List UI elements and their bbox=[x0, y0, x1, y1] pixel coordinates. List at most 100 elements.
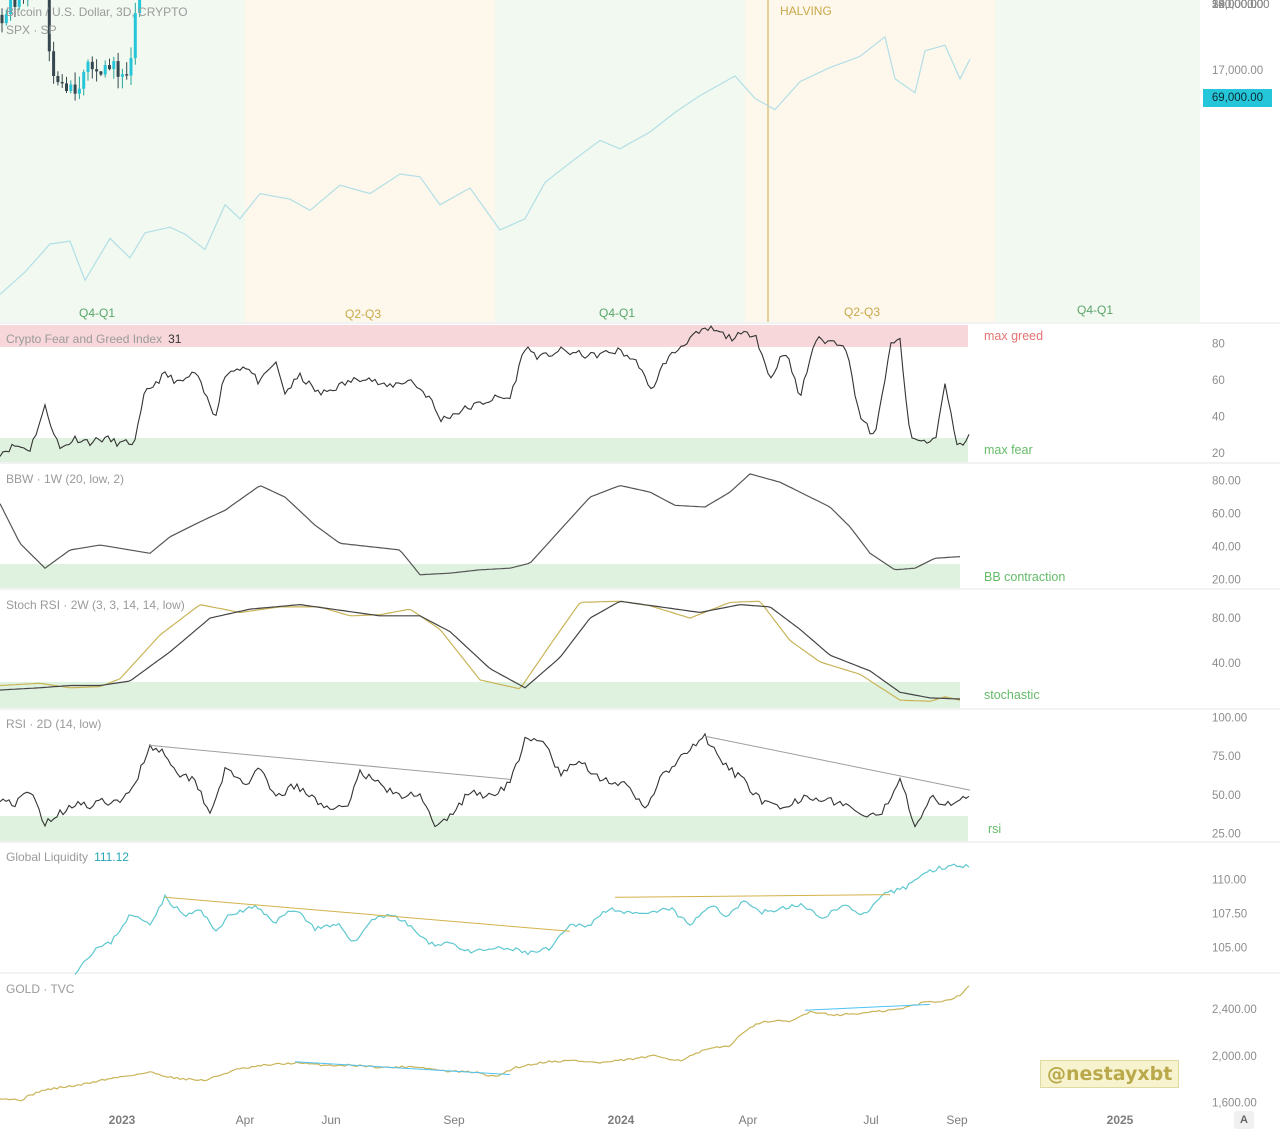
time-axis-label: Jul bbox=[863, 1113, 878, 1127]
time-axis-label: Apr bbox=[739, 1113, 758, 1127]
axis-tick-label: 25.00 bbox=[1212, 828, 1241, 840]
axis-tick-label: 60.00 bbox=[1212, 509, 1241, 521]
shade-q4q1-c bbox=[995, 0, 1200, 322]
candle-body bbox=[69, 84, 73, 91]
time-axis-label: 2024 bbox=[608, 1113, 635, 1127]
rsi-label: rsi bbox=[988, 822, 1001, 836]
time-axis-label: 2025 bbox=[1107, 1113, 1134, 1127]
btc-title: Bitcoin / U.S. Dollar, 3D, CRYPTO bbox=[6, 5, 188, 19]
rsi-title: RSI · 2D (14, low) bbox=[6, 717, 102, 731]
axis-tick-label: 50.00 bbox=[1212, 790, 1241, 802]
candle-body bbox=[116, 61, 120, 77]
candle-body bbox=[133, 13, 137, 59]
candle-body bbox=[99, 71, 103, 75]
candle-body bbox=[13, 0, 17, 7]
axis-tick-label: 2,000.00 bbox=[1212, 1051, 1257, 1063]
max-greed-label: max greed bbox=[984, 329, 1043, 343]
candle-body bbox=[86, 61, 90, 72]
indicator-lines bbox=[0, 325, 971, 1102]
fear-greed-name: Crypto Fear and Greed Index bbox=[6, 332, 163, 346]
watermark: @nestayxbt bbox=[1040, 1060, 1180, 1088]
bbw-title: BBW · 1W (20, low, 2) bbox=[6, 472, 125, 486]
time-axis-label: Apr bbox=[236, 1113, 255, 1127]
fear-zone bbox=[0, 438, 968, 462]
candle-body bbox=[90, 61, 94, 70]
candle-body bbox=[129, 58, 133, 76]
time-axis-label: Sep bbox=[443, 1113, 465, 1127]
spx-title: SPX · SP bbox=[6, 23, 57, 37]
shade-q4q1-a bbox=[0, 0, 245, 322]
shade-q4q1-b bbox=[495, 0, 745, 322]
axis-tick-label: 20.00 bbox=[1212, 575, 1241, 587]
candle-body bbox=[138, 0, 142, 13]
time-axis-label: 2023 bbox=[109, 1113, 136, 1127]
bb-contraction-label: BB contraction bbox=[984, 570, 1065, 584]
axis-tick-label: 80.00 bbox=[1212, 476, 1241, 488]
candle-body bbox=[77, 88, 81, 94]
axis-tick-label: 20 bbox=[1212, 448, 1225, 460]
candle-body bbox=[125, 74, 129, 76]
bb-contraction-zone bbox=[0, 564, 960, 588]
rsi-trendline bbox=[704, 735, 971, 791]
axis-tick-label: 40 bbox=[1212, 411, 1225, 423]
axis-tick-label: 140,000.00 bbox=[1212, 0, 1270, 11]
season-shading bbox=[0, 0, 1200, 322]
bbw-line bbox=[0, 473, 961, 576]
quarter-label: Q4-Q1 bbox=[79, 306, 115, 320]
price-tag-69000: 69,000.00 bbox=[1203, 89, 1272, 107]
fear-greed-title: Crypto Fear and Greed Index 31 bbox=[6, 332, 181, 346]
candle-body bbox=[0, 14, 4, 24]
rsi-line bbox=[0, 732, 970, 828]
rsi-zone bbox=[0, 816, 968, 841]
gold-title: GOLD · TVC bbox=[6, 982, 75, 996]
quarter-label: Q2-Q3 bbox=[844, 305, 880, 319]
stochastic-zone bbox=[0, 682, 960, 708]
axis-tick-label: 80 bbox=[1212, 338, 1225, 350]
stoch-k-line bbox=[0, 600, 961, 702]
quarter-label: Q4-Q1 bbox=[599, 306, 635, 320]
axis-tick-label: 17,000.00 bbox=[1212, 65, 1263, 77]
stochastic-label: stochastic bbox=[984, 688, 1040, 702]
btc-pane bbox=[0, 0, 971, 295]
axis-tick-label: 2,400.00 bbox=[1212, 1004, 1257, 1016]
liquidity-title: Global Liquidity 111.12 bbox=[6, 850, 129, 864]
time-axis: 2023 Apr Jun Sep 2024 Apr Jul Sep 2025 bbox=[109, 1113, 1134, 1127]
halving-label: HALVING bbox=[780, 4, 832, 18]
axis-tick-label: 22,000.00 bbox=[1212, 0, 1263, 11]
axis-tick-label: 28,000.00 bbox=[1212, 0, 1263, 11]
candle-body bbox=[4, 14, 8, 24]
liquidity-value: 111.12 bbox=[94, 850, 129, 864]
time-axis-label: Sep bbox=[946, 1113, 968, 1127]
gold-trendline bbox=[804, 1003, 931, 1011]
spx-line bbox=[0, 35, 971, 295]
candle-body bbox=[95, 69, 99, 72]
axis-tick-label: 38,000.00 bbox=[1212, 0, 1263, 11]
pane-separators bbox=[0, 322, 1280, 974]
gold-trendline bbox=[294, 1061, 511, 1076]
greed-zone bbox=[0, 325, 968, 347]
candle-body bbox=[73, 84, 77, 94]
candle-body bbox=[103, 65, 107, 75]
axis-tick-label: 75.00 bbox=[1212, 751, 1241, 763]
axis-tick-label: 100.00 bbox=[1212, 713, 1247, 725]
liquidity-line bbox=[74, 863, 970, 975]
axis-tick-label: 50,000.00 bbox=[1212, 0, 1263, 11]
candle-body bbox=[9, 0, 13, 15]
candle-body bbox=[65, 83, 68, 91]
axis-tick-label: 1,600.00 bbox=[1212, 1098, 1257, 1110]
axis-tick-label: 60 bbox=[1212, 375, 1225, 387]
max-fear-label: max fear bbox=[984, 443, 1033, 457]
candle-body bbox=[56, 76, 60, 83]
candle-body bbox=[120, 74, 124, 77]
price-axes: 140,000.00100,000.0050,000.0038,000.0028… bbox=[1212, 0, 1270, 1110]
liquidity-trendline bbox=[164, 896, 571, 932]
candle-body bbox=[108, 65, 111, 70]
candle-body bbox=[47, 0, 51, 52]
quarter-labels: Q4-Q1 Q2-Q3 Q4-Q1 Q2-Q3 Q4-Q1 bbox=[79, 303, 1113, 321]
rsi-trendline bbox=[149, 744, 511, 780]
axis-tick-label: 100,000.00 bbox=[1212, 0, 1270, 11]
auto-scale-button[interactable]: A bbox=[1234, 1111, 1254, 1129]
shade-q2q3-a bbox=[245, 0, 495, 322]
candle-body bbox=[82, 72, 86, 89]
